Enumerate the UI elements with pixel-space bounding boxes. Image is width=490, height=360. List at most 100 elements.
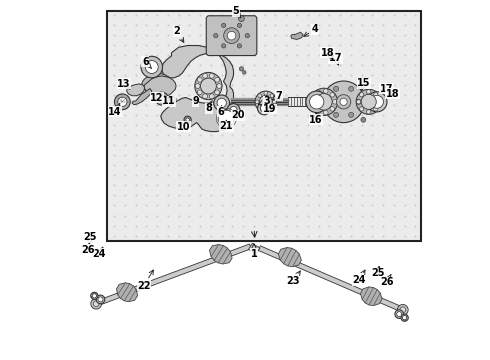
Circle shape <box>367 92 387 112</box>
Text: 24: 24 <box>352 270 366 285</box>
Circle shape <box>334 86 339 91</box>
Circle shape <box>141 56 163 78</box>
Circle shape <box>361 94 376 109</box>
Polygon shape <box>142 73 173 96</box>
Circle shape <box>306 91 327 113</box>
Text: 8: 8 <box>206 102 213 113</box>
Circle shape <box>330 107 335 111</box>
Circle shape <box>91 298 101 309</box>
Polygon shape <box>161 45 234 132</box>
Circle shape <box>367 110 371 114</box>
Text: 2: 2 <box>173 26 184 42</box>
Circle shape <box>337 95 351 109</box>
Text: 15: 15 <box>357 78 371 90</box>
Circle shape <box>323 110 328 115</box>
Circle shape <box>219 111 234 126</box>
Bar <box>107 12 421 241</box>
Circle shape <box>395 310 403 319</box>
Circle shape <box>210 101 214 105</box>
Circle shape <box>243 71 246 74</box>
Circle shape <box>227 31 236 40</box>
Circle shape <box>237 44 242 48</box>
Circle shape <box>217 84 221 89</box>
Circle shape <box>155 92 168 105</box>
Text: 11: 11 <box>162 96 176 106</box>
Circle shape <box>401 314 408 321</box>
Circle shape <box>311 96 316 100</box>
Circle shape <box>203 94 208 99</box>
Text: 10: 10 <box>176 121 190 132</box>
Circle shape <box>310 88 338 116</box>
Text: 18: 18 <box>320 48 334 59</box>
Circle shape <box>223 28 240 44</box>
Circle shape <box>221 44 226 48</box>
Circle shape <box>330 93 335 97</box>
Circle shape <box>255 91 276 113</box>
Text: 22: 22 <box>137 270 153 291</box>
Circle shape <box>214 95 230 111</box>
Circle shape <box>270 106 274 110</box>
Circle shape <box>259 95 272 108</box>
Polygon shape <box>117 283 138 302</box>
Circle shape <box>340 98 347 105</box>
Text: 1: 1 <box>250 244 257 258</box>
Text: 3: 3 <box>259 96 270 106</box>
Polygon shape <box>361 287 382 306</box>
Text: 25: 25 <box>83 232 97 244</box>
Circle shape <box>400 307 406 313</box>
Circle shape <box>92 294 97 298</box>
Circle shape <box>264 91 268 95</box>
Text: 17: 17 <box>329 53 342 65</box>
Circle shape <box>349 86 354 91</box>
Circle shape <box>260 105 268 112</box>
Text: 6: 6 <box>142 57 151 68</box>
Text: 18: 18 <box>386 89 399 99</box>
Circle shape <box>184 116 191 123</box>
Text: 23: 23 <box>287 271 300 286</box>
Circle shape <box>270 94 274 98</box>
Circle shape <box>158 95 166 102</box>
Polygon shape <box>278 248 301 267</box>
Circle shape <box>115 94 130 110</box>
Circle shape <box>209 73 214 78</box>
Text: 20: 20 <box>231 111 245 121</box>
Polygon shape <box>132 89 152 105</box>
Text: 26: 26 <box>81 245 95 255</box>
Circle shape <box>323 89 328 93</box>
Circle shape <box>316 94 332 110</box>
Text: 14: 14 <box>108 104 122 117</box>
Polygon shape <box>248 243 260 254</box>
Circle shape <box>227 104 240 117</box>
Circle shape <box>360 107 364 111</box>
Circle shape <box>118 97 127 107</box>
Circle shape <box>245 33 249 38</box>
Circle shape <box>357 100 361 104</box>
Circle shape <box>239 67 244 71</box>
Text: 25: 25 <box>371 266 385 278</box>
Circle shape <box>209 94 214 99</box>
Circle shape <box>258 94 262 98</box>
Circle shape <box>402 316 407 320</box>
Text: 4: 4 <box>304 24 318 36</box>
Circle shape <box>192 97 197 102</box>
Circle shape <box>397 312 402 317</box>
Circle shape <box>93 301 99 307</box>
Text: 16: 16 <box>309 113 323 125</box>
Circle shape <box>377 100 381 104</box>
Text: 6: 6 <box>217 106 224 117</box>
Circle shape <box>171 96 176 102</box>
Circle shape <box>334 112 339 117</box>
Circle shape <box>172 98 175 101</box>
Circle shape <box>146 60 158 73</box>
Circle shape <box>264 109 268 112</box>
Text: 24: 24 <box>93 247 106 258</box>
Circle shape <box>230 107 237 114</box>
Circle shape <box>98 297 103 302</box>
Circle shape <box>215 90 220 95</box>
Circle shape <box>310 95 324 109</box>
Circle shape <box>326 99 331 104</box>
Circle shape <box>316 90 321 95</box>
Circle shape <box>195 72 222 100</box>
Circle shape <box>272 100 276 104</box>
FancyBboxPatch shape <box>206 16 257 55</box>
